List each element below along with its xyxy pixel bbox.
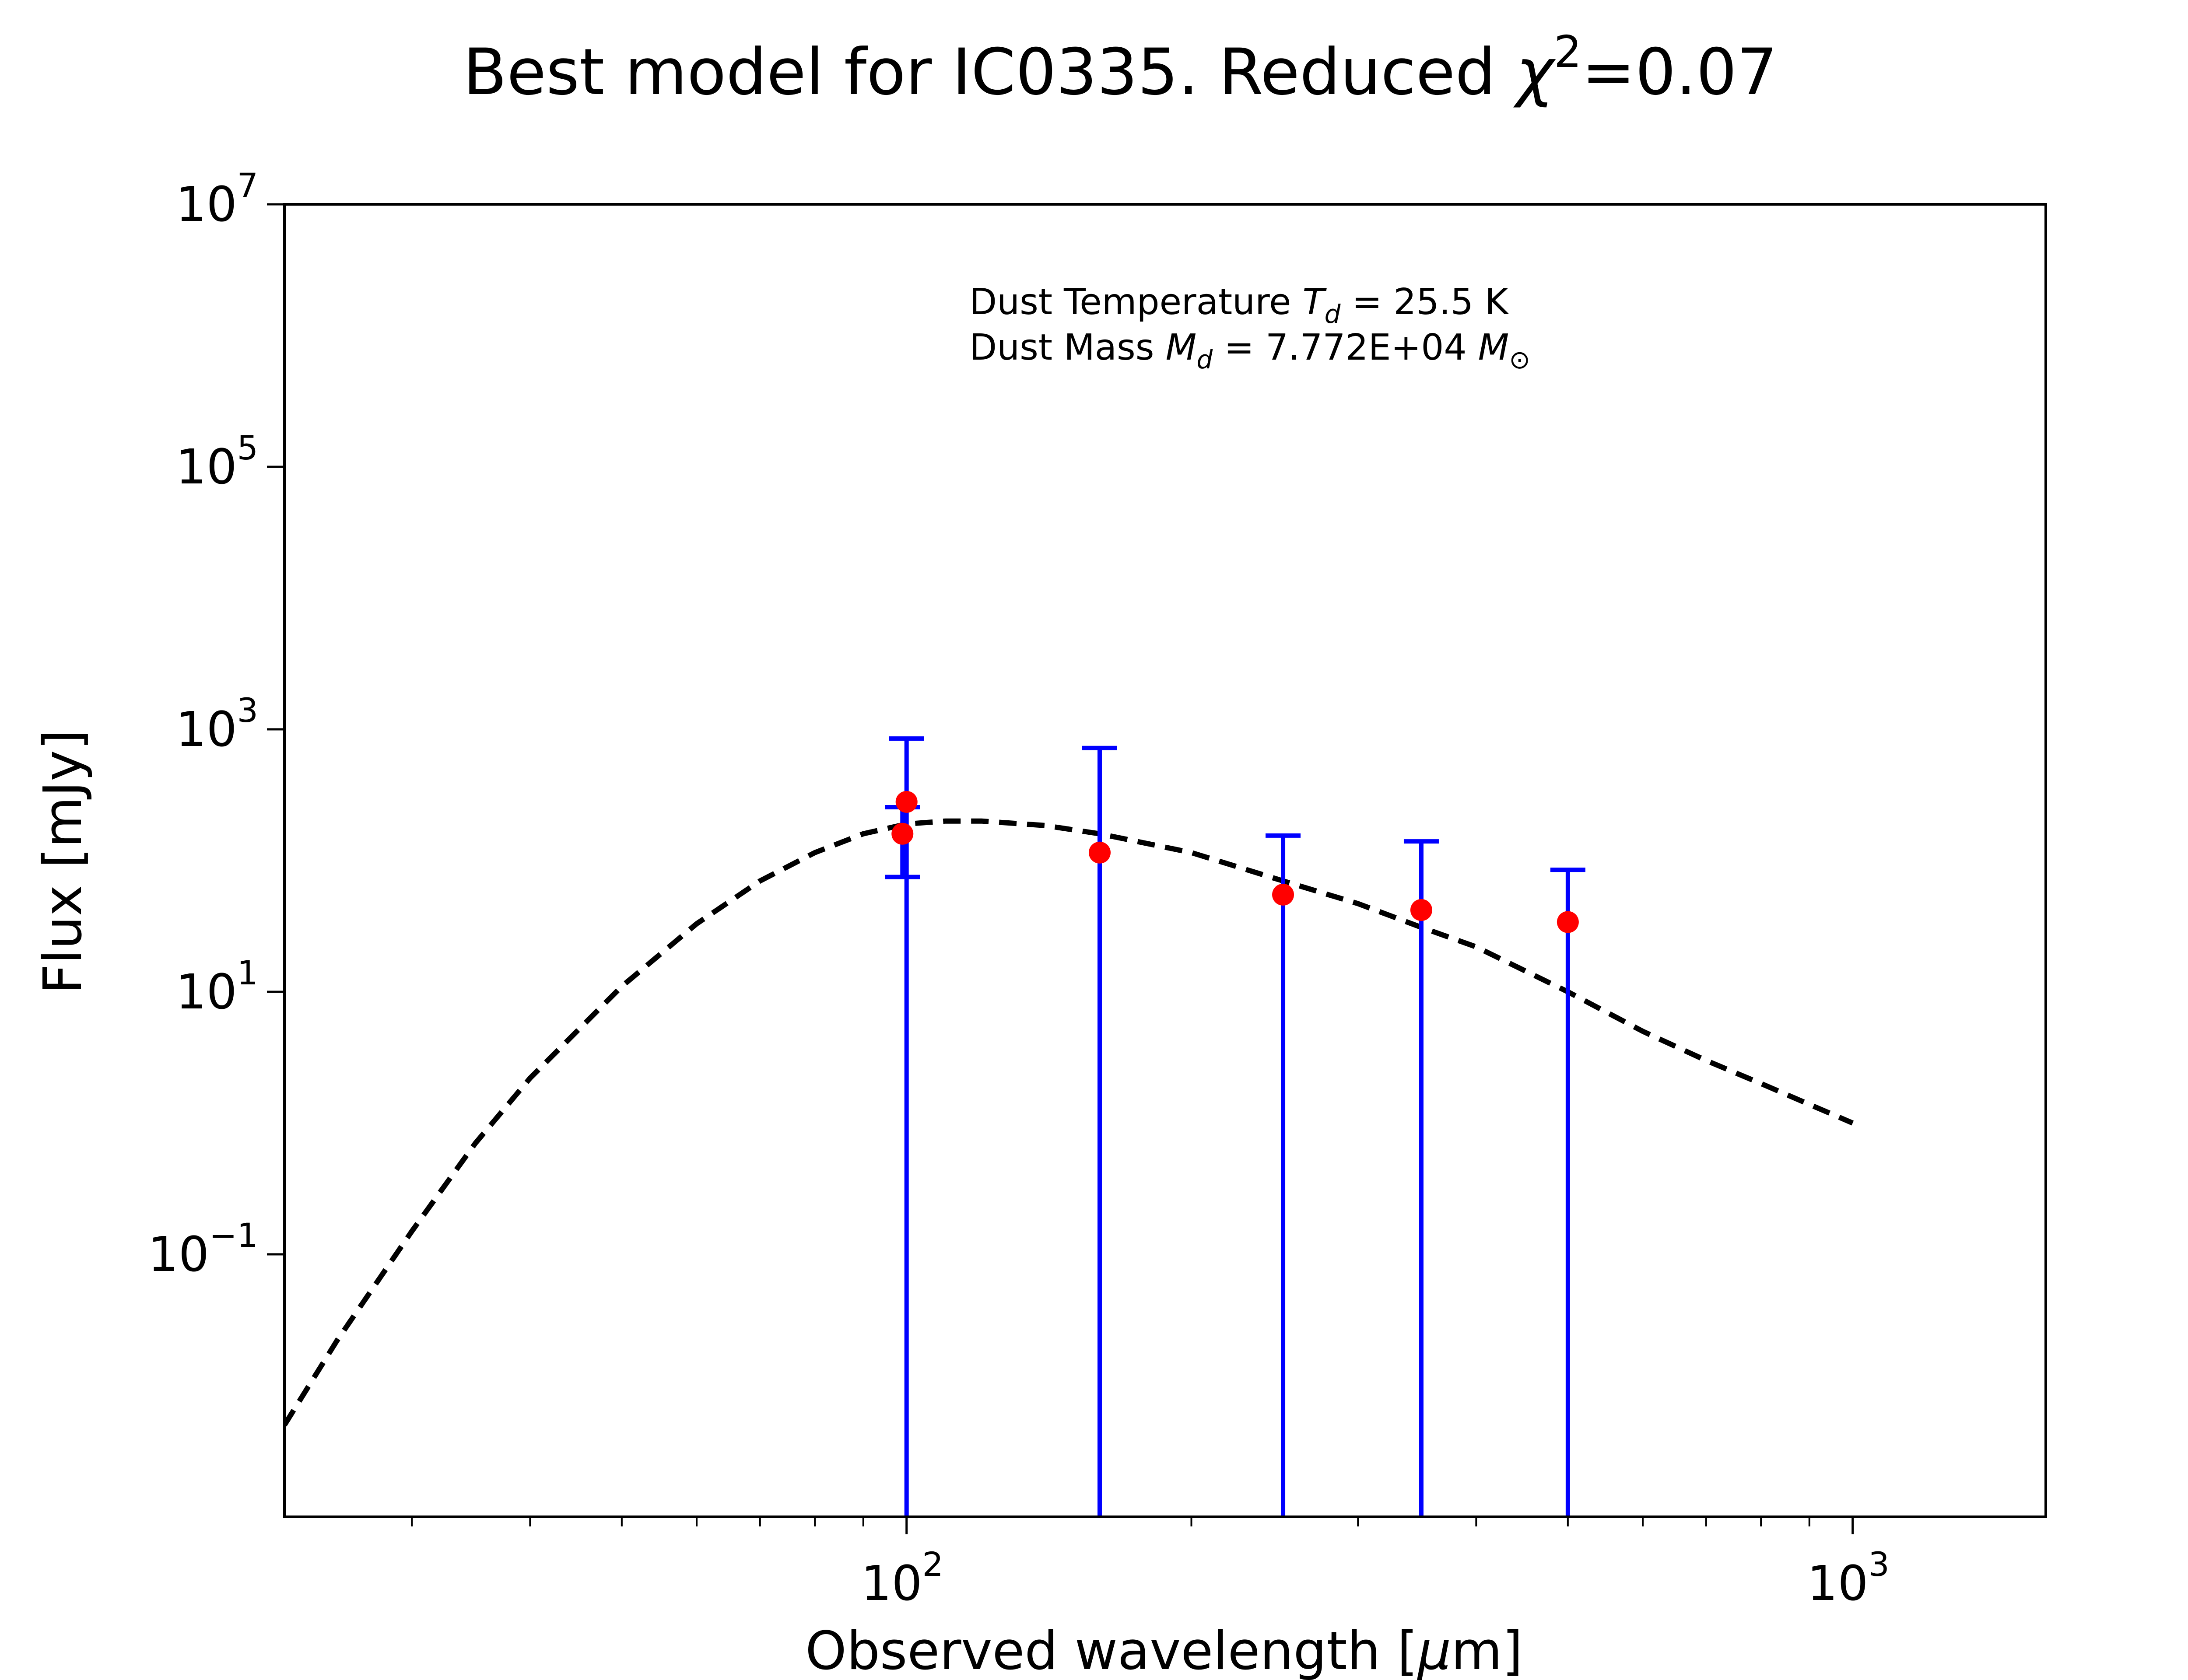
ann2-prefix: Dust Mass xyxy=(969,327,1166,368)
plot-frame xyxy=(283,203,2047,1518)
title-chi-symbol: χ xyxy=(1513,35,1556,109)
title-suffix: =0.07 xyxy=(1581,35,1777,109)
ann2-unit-symbol: M xyxy=(1478,327,1509,368)
ann2-unit-subscript: ⊙ xyxy=(1509,345,1530,374)
annotation-mass: Dust Mass Md = 7.772E+04 M⊙ xyxy=(969,327,1530,374)
x-tick-label: 103 xyxy=(1807,1545,1890,1611)
data-point xyxy=(1557,911,1579,933)
y-tick-label: 107 xyxy=(176,166,258,232)
x-label-unit-symbol: μ xyxy=(1417,1621,1451,1680)
annotation-temperature: Dust Temperature Td = 25.5 K xyxy=(969,281,1509,329)
data-point xyxy=(891,822,914,845)
model-curve xyxy=(284,818,1854,1427)
x-tick-label: 102 xyxy=(861,1545,943,1611)
y-axis-label: Flux [mJy] xyxy=(33,730,94,994)
x-label-prefix: Observed wavelength [ xyxy=(805,1621,1417,1680)
title-prefix: Best model for IC0335. Reduced xyxy=(463,35,1516,109)
ann2-middle: = 7.772E+04 xyxy=(1213,327,1478,368)
ann1-subscript: d xyxy=(1325,299,1341,329)
ann2-symbol: M xyxy=(1166,327,1197,368)
y-tick-label: 10−1 xyxy=(148,1216,258,1282)
y-tick-label: 101 xyxy=(176,953,258,1020)
data-point xyxy=(1272,883,1294,906)
x-label-unit-rest: m] xyxy=(1451,1621,1523,1680)
y-tick-label: 105 xyxy=(176,428,258,495)
data-point xyxy=(1088,841,1111,864)
ann1-prefix: Dust Temperature xyxy=(969,281,1303,323)
marks-group xyxy=(284,736,1854,1517)
data-point xyxy=(895,791,918,813)
ann2-subscript: d xyxy=(1196,345,1213,374)
y-tick-label: 103 xyxy=(176,691,258,757)
ann1-suffix: = 25.5 K xyxy=(1340,281,1509,323)
ann1-symbol: T xyxy=(1303,281,1327,323)
data-point xyxy=(1410,899,1432,921)
title-exponent: 2 xyxy=(1554,26,1582,77)
ticks-group: 102 103 10−1 101 103 105 107 xyxy=(148,166,1890,1611)
chart-title: Best model for IC0335. Reduced χ2=0.07 xyxy=(463,26,1778,109)
x-axis-label: Observed wavelength [μm] xyxy=(805,1621,1523,1680)
